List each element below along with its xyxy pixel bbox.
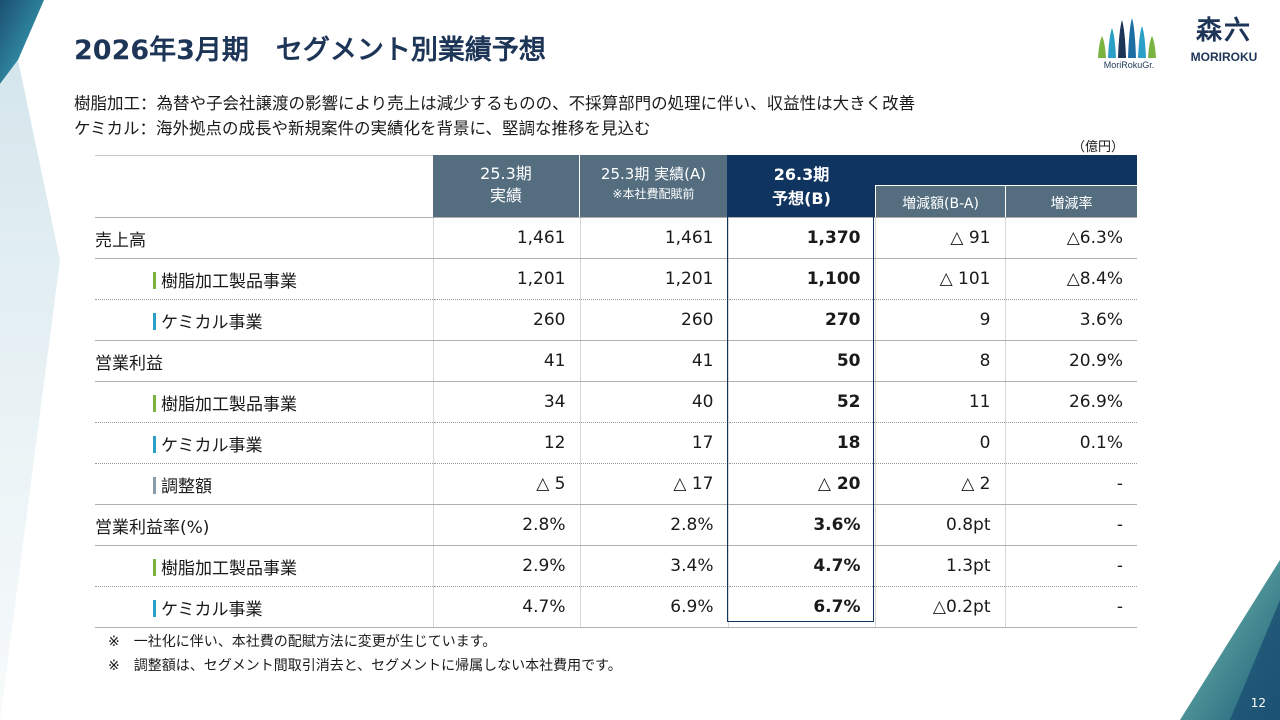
page-title: 2026年3月期 セグメント別業績予想 — [74, 35, 546, 66]
row-label: 樹脂加工製品事業 — [95, 381, 433, 423]
cell-v2: 6.9% — [579, 586, 728, 628]
cell-v1: 1,201 — [432, 258, 580, 300]
cell-v3: 6.7% — [727, 586, 875, 628]
cell-v5: △6.3% — [1004, 217, 1137, 259]
cell-v3: 50 — [727, 340, 875, 382]
row-label: 売上高 — [95, 217, 433, 259]
cell-v3: 270 — [727, 299, 875, 341]
cell-v1: 2.8% — [432, 504, 580, 546]
row-label: 樹脂加工製品事業 — [95, 258, 433, 300]
cell-v2: 40 — [579, 381, 728, 423]
row-label: 営業利益 — [95, 340, 433, 382]
cell-v3: 1,370 — [727, 217, 875, 259]
segment-marker — [153, 312, 156, 330]
cell-v4: △ 2 — [874, 463, 1005, 505]
footnote-adjustment: ※ 調整額は、セグメント間取引消去と、セグメントに帰属しない本社費用です。 — [108, 658, 622, 674]
cell-v3: 4.7% — [727, 545, 875, 587]
cell-v2: 1,201 — [579, 258, 728, 300]
table-row: ケミカル事業 12 17 18 0 0.1% — [95, 422, 1137, 464]
subtitle-chemical: ケミカル：海外拠点の成長や新規案件の実績化を背景に、堅調な推移を見込む — [74, 119, 651, 138]
group-logo-icon — [1098, 18, 1156, 58]
unit-label: （億円） — [1072, 140, 1125, 155]
table-row: 営業利益率(%) 2.8% 2.8% 3.6% 0.8pt - — [95, 504, 1137, 546]
cell-v1: 12 — [432, 422, 580, 464]
cell-v5: 0.1% — [1004, 422, 1137, 464]
row-label: 樹脂加工製品事業 — [95, 545, 433, 587]
cell-v1: 41 — [432, 340, 580, 382]
cell-v5: - — [1004, 545, 1137, 587]
cell-v4: 0 — [874, 422, 1005, 464]
logo-kanji: 森六 — [1195, 16, 1252, 46]
page-number: 12 — [1250, 696, 1266, 710]
moriroku-group-logo: MoriRokuGr. — [1094, 16, 1160, 74]
cell-v2: 1,461 — [579, 217, 728, 259]
cell-v2: 41 — [579, 340, 728, 382]
cell-v5: 20.9% — [1004, 340, 1137, 382]
cell-v5: △8.4% — [1004, 258, 1137, 300]
segment-table: 売上高 1,461 1,461 1,370 △ 91 △6.3% 樹脂加工製品事… — [95, 155, 1137, 628]
cell-v3: △ 20 — [727, 463, 875, 505]
cell-v1: △ 5 — [432, 463, 580, 505]
segment-marker — [153, 271, 156, 289]
cell-v2: 17 — [579, 422, 728, 464]
table-row: 売上高 1,461 1,461 1,370 △ 91 △6.3% — [95, 217, 1137, 259]
cell-v2: 3.4% — [579, 545, 728, 587]
cell-v4: △ 101 — [874, 258, 1005, 300]
cell-v5: - — [1004, 586, 1137, 628]
segment-marker — [153, 599, 156, 617]
cell-v1: 2.9% — [432, 545, 580, 587]
table-row: 営業利益 41 41 50 8 20.9% — [95, 340, 1137, 382]
cell-v1: 260 — [432, 299, 580, 341]
table-row: 樹脂加工製品事業 2.9% 3.4% 4.7% 1.3pt - — [95, 545, 1137, 587]
cell-v2: △ 17 — [579, 463, 728, 505]
segment-marker — [153, 476, 156, 494]
footnote-allocation: ※ 一社化に伴い、本社費の配賦方法に変更が生じています。 — [108, 634, 497, 650]
segment-marker — [153, 394, 156, 412]
cell-v3: 18 — [727, 422, 875, 464]
cell-v5: 26.9% — [1004, 381, 1137, 423]
logo-roman: MORIROKU — [1190, 50, 1258, 64]
cell-v1: 34 — [432, 381, 580, 423]
moriroku-logo: 森六 MORIROKU — [1184, 16, 1264, 76]
cell-v5: - — [1004, 504, 1137, 546]
cell-v2: 260 — [579, 299, 728, 341]
group-logo-text: MoriRokuGr. — [1103, 60, 1155, 70]
table-header-row — [95, 155, 1137, 218]
cell-v4: △0.2pt — [874, 586, 1005, 628]
cell-v4: △ 91 — [874, 217, 1005, 259]
cell-v4: 9 — [874, 299, 1005, 341]
table-row: 樹脂加工製品事業 34 40 52 11 26.9% — [95, 381, 1137, 423]
subtitle-resin: 樹脂加工：為替や子会社譲渡の影響により売上は減少するものの、不採算部門の処理に伴… — [74, 94, 916, 113]
cell-v1: 1,461 — [432, 217, 580, 259]
table-row: ケミカル事業 260 260 270 9 3.6% — [95, 299, 1137, 341]
row-label: ケミカル事業 — [95, 586, 433, 628]
cell-v4: 0.8pt — [874, 504, 1005, 546]
cell-v4: 11 — [874, 381, 1005, 423]
cell-v4: 8 — [874, 340, 1005, 382]
cell-v5: - — [1004, 463, 1137, 505]
cell-v2: 2.8% — [579, 504, 728, 546]
table-row: 調整額 △ 5 △ 17 △ 20 △ 2 - — [95, 463, 1137, 505]
row-label: 営業利益率(%) — [95, 504, 433, 546]
cell-v3: 1,100 — [727, 258, 875, 300]
row-label: ケミカル事業 — [95, 422, 433, 464]
table-row: ケミカル事業 4.7% 6.9% 6.7% △0.2pt - — [95, 586, 1137, 628]
row-label: 調整額 — [95, 463, 433, 505]
segment-marker — [153, 558, 156, 576]
segment-marker — [153, 435, 156, 453]
cell-v1: 4.7% — [432, 586, 580, 628]
row-label: ケミカル事業 — [95, 299, 433, 341]
cell-v3: 52 — [727, 381, 875, 423]
table-row: 樹脂加工製品事業 1,201 1,201 1,100 △ 101 △8.4% — [95, 258, 1137, 300]
cell-v3: 3.6% — [727, 504, 875, 546]
cell-v5: 3.6% — [1004, 299, 1137, 341]
cell-v4: 1.3pt — [874, 545, 1005, 587]
